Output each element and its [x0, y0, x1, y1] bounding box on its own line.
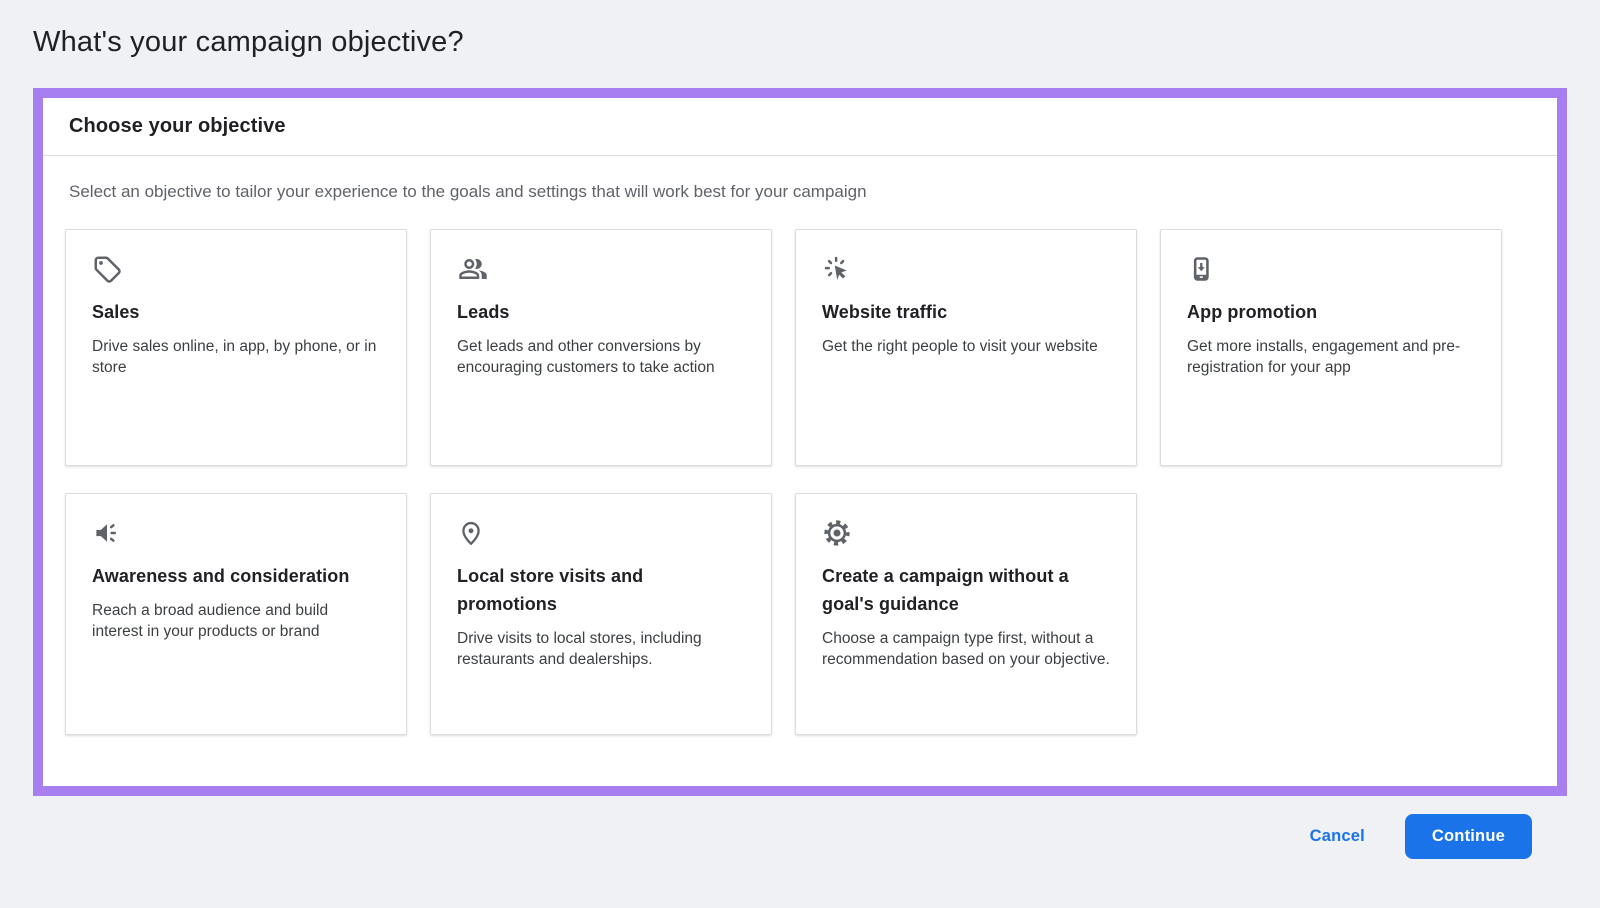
card-title: Website traffic [822, 302, 948, 322]
panel-header: Choose your objective [43, 98, 1557, 156]
card-description: Get leads and other conversions by encou… [457, 338, 715, 376]
objective-card-no-goal[interactable]: Create a campaign without a goal's guida… [795, 493, 1137, 735]
card-description: Drive visits to local stores, including … [457, 630, 702, 668]
choose-objective-panel: Choose your objective Select an objectiv… [33, 88, 1567, 796]
card-title: Leads [457, 302, 510, 322]
objective-card-leads[interactable]: Leads Get leads and other conversions by… [430, 229, 772, 466]
card-title: Local store visits and promotions [457, 566, 644, 614]
footer-actions: Cancel Continue [0, 814, 1532, 859]
card-title: Sales [92, 302, 140, 322]
objective-card-awareness[interactable]: Awareness and consideration Reach a broa… [65, 493, 407, 735]
objective-card-app-promotion[interactable]: App promotion Get more installs, engagem… [1160, 229, 1502, 466]
cancel-button[interactable]: Cancel [1306, 819, 1369, 854]
people-icon [457, 254, 745, 296]
page-title: What's your campaign objective? [33, 26, 464, 58]
card-description: Get more installs, engagement and pre-re… [1187, 338, 1461, 376]
continue-button[interactable]: Continue [1404, 814, 1532, 859]
card-description: Reach a broad audience and build interes… [92, 602, 329, 640]
objective-card-local-store[interactable]: Local store visits and promotions Drive … [430, 493, 772, 735]
location-pin-icon [457, 518, 745, 560]
card-description: Drive sales online, in app, by phone, or… [92, 338, 377, 376]
cursor-click-icon [822, 254, 1110, 296]
objective-cards-grid: Sales Drive sales online, in app, by pho… [43, 229, 1557, 786]
gear-icon [822, 518, 1110, 560]
card-title: App promotion [1187, 302, 1318, 322]
objective-card-sales[interactable]: Sales Drive sales online, in app, by pho… [65, 229, 407, 466]
card-title: Awareness and consideration [92, 566, 350, 586]
speaker-icon [92, 518, 380, 560]
objective-card-website-traffic[interactable]: Website traffic Get the right people to … [795, 229, 1137, 466]
panel-subtitle: Select an objective to tailor your exper… [69, 182, 867, 201]
card-description: Choose a campaign type first, without a … [822, 630, 1110, 668]
sell-tag-icon [92, 254, 380, 296]
card-title: Create a campaign without a goal's guida… [822, 566, 1069, 614]
phone-install-icon [1187, 254, 1475, 296]
card-description: Get the right people to visit your websi… [822, 338, 1098, 355]
